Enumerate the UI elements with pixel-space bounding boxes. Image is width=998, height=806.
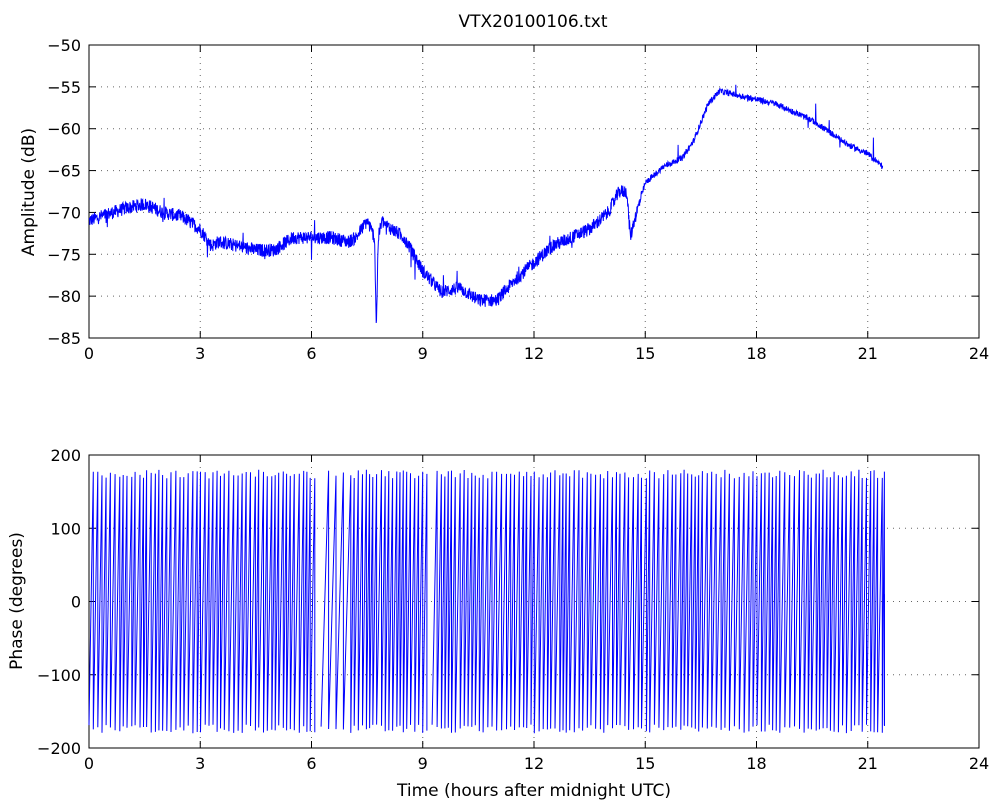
amplitude-ytick-label: −70 [47, 203, 81, 222]
phase-ticks: 0 3 6 9 12 15 18 21 24 −200 −100 0 100 200 [37, 446, 989, 773]
phase-ytick-label: 200 [50, 446, 81, 465]
phase-xtick-label: 3 [195, 754, 205, 773]
phase-ytick-label: 0 [71, 593, 81, 612]
amplitude-ytick-label: −85 [47, 329, 81, 348]
phase-xtick-label: 18 [746, 754, 766, 773]
amplitude-chart: 0 3 6 9 12 15 18 21 24 −85 −80 −75 −70 −65 −60 −55 −50 A… [19, 36, 989, 363]
phase-ylabel: Phase (degrees) [7, 532, 27, 670]
amplitude-xtick-label: 24 [969, 344, 989, 363]
amplitude-grid [89, 45, 979, 338]
amplitude-xtick-label: 15 [635, 344, 655, 363]
amplitude-ylabel: Amplitude (dB) [19, 128, 39, 256]
phase-xtick-label: 6 [306, 754, 316, 773]
phase-xtick-label: 21 [858, 754, 878, 773]
phase-xtick-label: 15 [635, 754, 655, 773]
phase-xlabel: Time (hours after midnight UTC) [396, 781, 671, 801]
amplitude-ytick-label: −55 [47, 78, 81, 97]
amplitude-ytick-label: −80 [47, 287, 81, 306]
amplitude-ytick-label: −65 [47, 162, 81, 181]
phase-chart: 0 3 6 9 12 15 18 21 24 −200 −100 0 100 200 Phase (deg… [7, 446, 989, 801]
amplitude-xtick-label: 6 [306, 344, 316, 363]
amplitude-xtick-label: 0 [84, 344, 94, 363]
amplitude-ticks: 0 3 6 9 12 15 18 21 24 −85 −80 −75 −70 −65 −60 −55 −50 [47, 36, 989, 363]
amplitude-series-line [88, 84, 884, 324]
amplitude-xtick-label: 12 [524, 344, 544, 363]
amplitude-xtick-label: 18 [746, 344, 766, 363]
amplitude-ytick-label: −60 [47, 120, 81, 139]
amplitude-axes-frame [88, 44, 980, 339]
phase-ytick-label: −200 [37, 739, 81, 758]
amplitude-ytick-label: −75 [47, 245, 81, 264]
phase-xtick-label: 12 [524, 754, 544, 773]
phase-ytick-label: −100 [37, 666, 81, 685]
amplitude-xtick-label: 21 [858, 344, 878, 363]
phase-xtick-label: 0 [84, 754, 94, 773]
amplitude-xtick-label: 9 [418, 344, 428, 363]
phase-series [88, 469, 885, 734]
phase-ytick-label: 100 [50, 519, 81, 538]
amplitude-series [88, 84, 884, 324]
chart-title: VTX20100106.txt [459, 12, 608, 32]
amplitude-ytick-label: −50 [47, 36, 81, 55]
phase-series-line [88, 469, 885, 734]
amplitude-xtick-label: 3 [195, 344, 205, 363]
phase-xtick-label: 24 [969, 754, 989, 773]
phase-xtick-label: 9 [418, 754, 428, 773]
